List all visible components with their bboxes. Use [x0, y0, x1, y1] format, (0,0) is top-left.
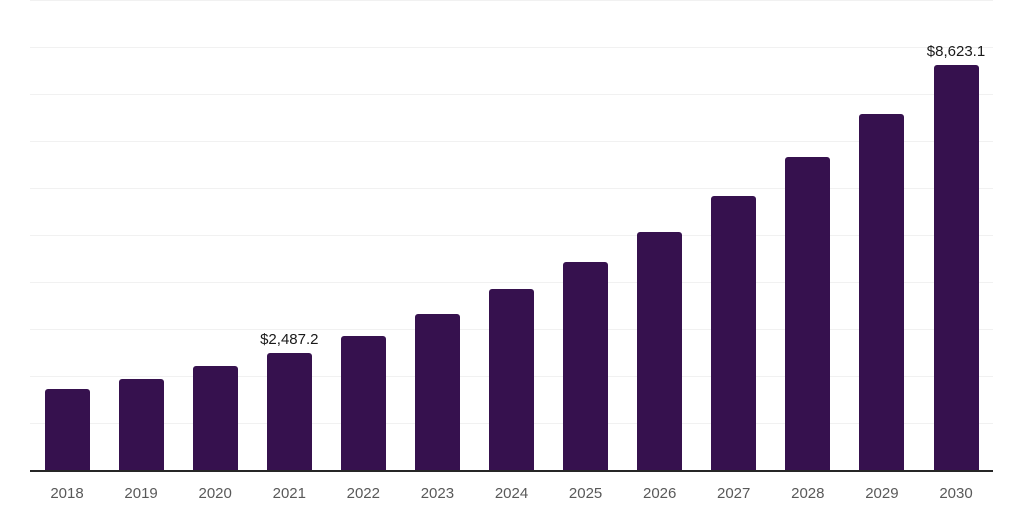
bar-2023[interactable]: [414, 314, 460, 470]
x-tick-2030: 2030: [939, 485, 973, 502]
value-label-2021: $2,487.2: [260, 331, 319, 349]
bar-2028[interactable]: [785, 157, 831, 470]
bar-2020[interactable]: [192, 365, 238, 470]
x-tick-2023: 2023: [420, 485, 455, 502]
bar-2021[interactable]: [266, 353, 312, 470]
x-tick-2021: 2021: [272, 485, 306, 502]
gridline-7000: [30, 141, 993, 142]
bar-2030[interactable]: [933, 64, 979, 470]
bar-2019[interactable]: [118, 378, 164, 470]
x-tick-2027: 2027: [717, 485, 751, 502]
bar-2025[interactable]: [563, 262, 609, 470]
gridline-6000: [30, 188, 993, 189]
x-tick-2028: 2028: [791, 485, 825, 502]
x-tick-2025: 2025: [568, 485, 603, 502]
bar-2027[interactable]: [711, 196, 757, 470]
bar-2018[interactable]: [44, 388, 90, 470]
x-tick-2022: 2022: [346, 485, 380, 502]
x-axis-line: [30, 470, 993, 472]
x-tick-2026: 2026: [643, 485, 677, 502]
bar-2029[interactable]: [859, 113, 905, 470]
value-label-2030: $8,623.1: [926, 42, 986, 60]
gridline-4000: [30, 282, 993, 283]
x-tick-2019: 2019: [124, 485, 158, 502]
gridline-8000: [30, 94, 993, 95]
gridline-9000: [30, 47, 993, 48]
x-tick-2018: 2018: [50, 485, 84, 502]
x-tick-2020: 2020: [198, 485, 232, 502]
gridline-5000: [30, 235, 993, 236]
bar-2024[interactable]: [489, 289, 534, 470]
bar-2026[interactable]: [637, 232, 683, 470]
x-tick-2029: 2029: [865, 485, 899, 502]
bar-2022[interactable]: [340, 335, 386, 470]
gridline-10000: [30, 0, 993, 1]
x-tick-2024: 2024: [494, 485, 529, 502]
